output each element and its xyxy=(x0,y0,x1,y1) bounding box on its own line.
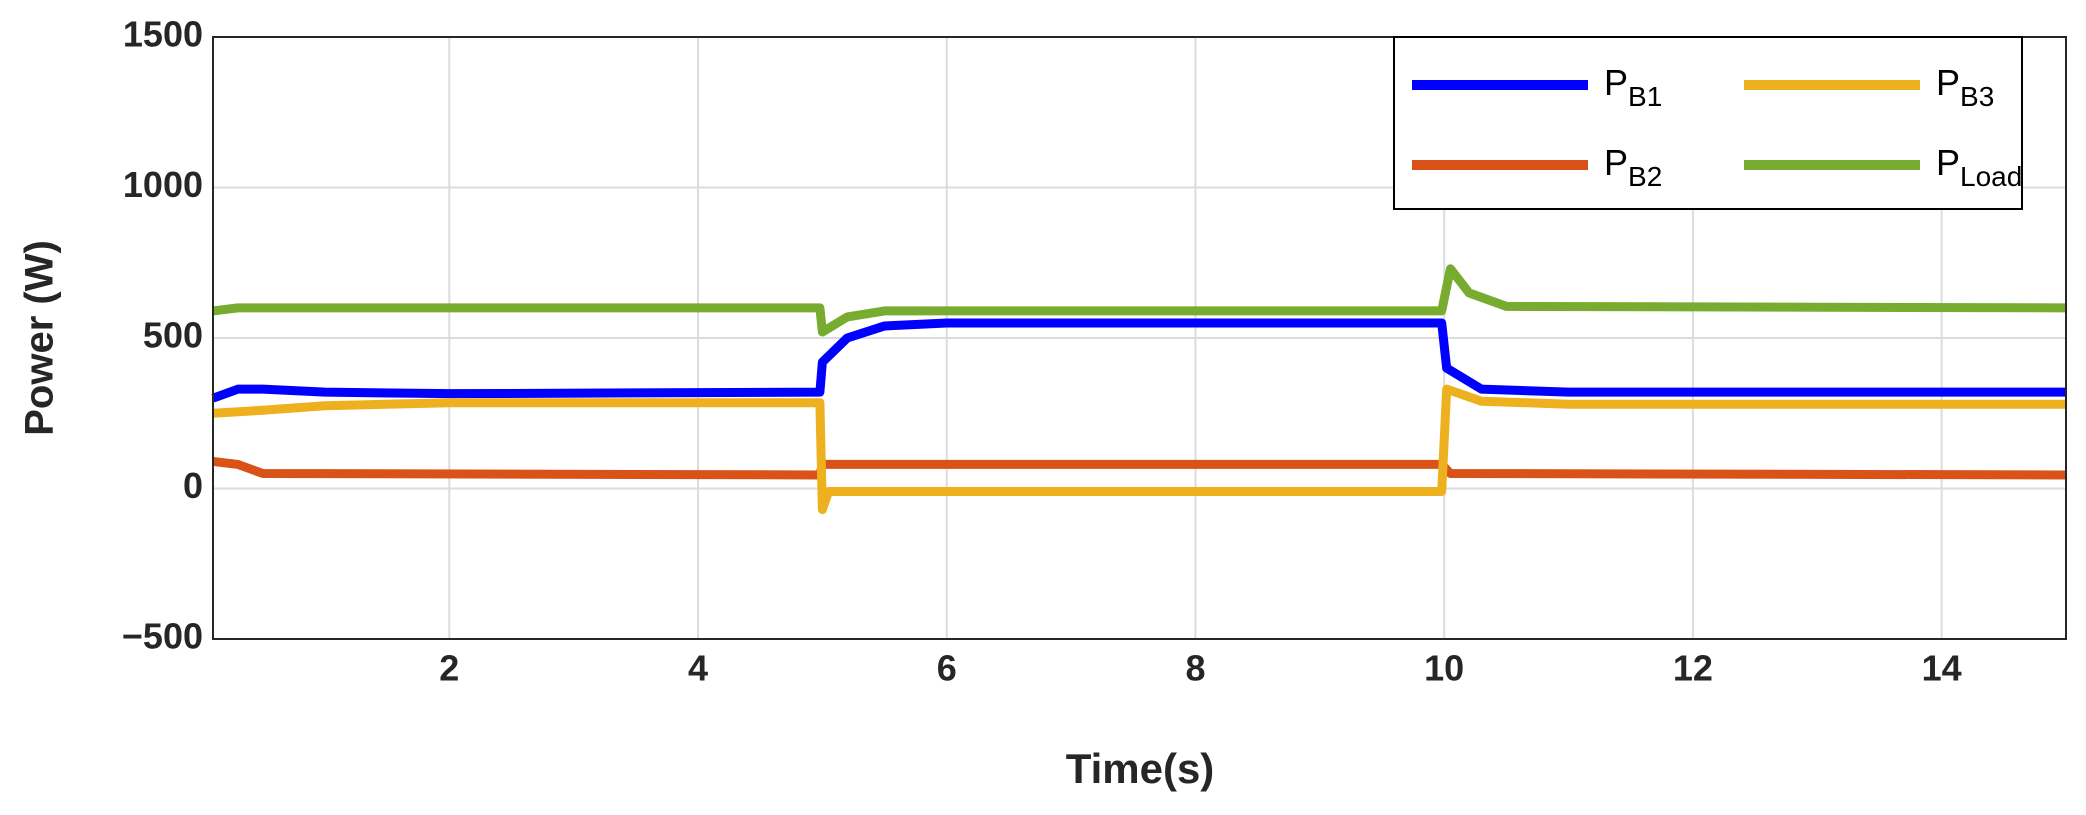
legend: PB1 PB2 PB3 PLoad xyxy=(1393,36,2023,210)
y-tick-label: 500 xyxy=(143,315,203,356)
x-tick-label: 14 xyxy=(1922,648,1962,689)
y-tick-label: 1500 xyxy=(123,14,203,55)
x-axis-label: Time(s) xyxy=(1066,745,1215,792)
x-tick-label: 12 xyxy=(1673,648,1713,689)
series-line xyxy=(212,384,2066,515)
plot-border xyxy=(212,36,2067,640)
x-tick-label: 8 xyxy=(1185,648,1205,689)
y-axis-label: Power (W) xyxy=(18,240,62,436)
x-tick-label: 6 xyxy=(937,648,957,689)
legend-label: PB1 xyxy=(1604,62,1662,113)
x-tick-label: 10 xyxy=(1424,648,1464,689)
legend-label: PB2 xyxy=(1604,142,1662,193)
x-tick-label: 4 xyxy=(688,648,708,689)
legend-label: PB3 xyxy=(1936,62,1994,113)
x-tick-label: 2 xyxy=(439,648,459,689)
legend-box xyxy=(1393,36,2023,210)
y-tick-label: −500 xyxy=(122,616,203,657)
legend-label: PLoad xyxy=(1936,142,2022,193)
y-tick-label: 1000 xyxy=(123,164,203,205)
series-line xyxy=(212,264,2067,337)
y-tick-label: 0 xyxy=(183,465,203,506)
series-line xyxy=(211,318,2066,403)
